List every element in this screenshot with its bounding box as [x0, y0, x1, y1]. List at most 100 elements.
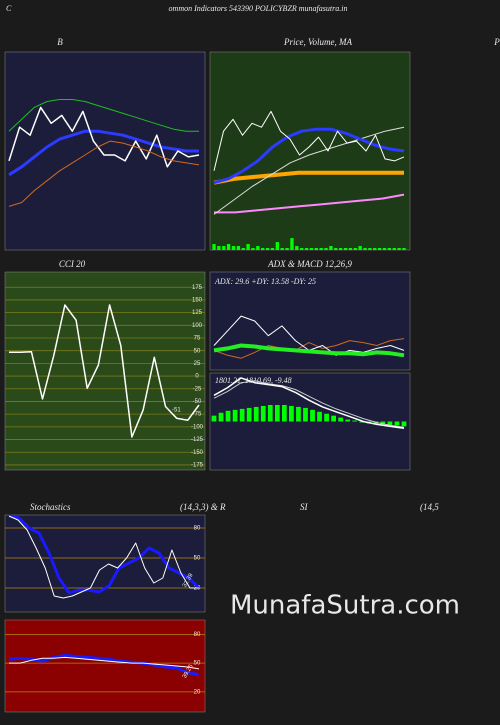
panel-title-right: (14,3,3) & R [180, 502, 226, 512]
bar [392, 248, 396, 250]
bar [373, 248, 377, 250]
panel-subtitle: ADX: 29.6 +DY: 13.58 -DY: 25 [214, 277, 316, 286]
bar [217, 246, 221, 250]
panel [209, 271, 411, 371]
y-tick-label: -100 [191, 424, 204, 430]
y-tick-label: 80 [194, 526, 201, 532]
series-line [8, 515, 199, 599]
series-line [213, 127, 405, 185]
bar [397, 248, 401, 250]
series-line [213, 110, 405, 171]
series-line [214, 193, 405, 214]
panel-title-right: (14,5 [420, 502, 439, 512]
bar [401, 421, 407, 427]
bar [232, 409, 238, 422]
series-line [8, 129, 199, 177]
bar [290, 238, 294, 250]
bar [377, 248, 382, 250]
series-line [213, 343, 405, 358]
series-line [213, 126, 405, 215]
y-tick-label: 50 [194, 348, 201, 354]
bar [310, 409, 315, 422]
bar [275, 242, 279, 250]
y-tick-label: 50 [194, 661, 201, 667]
panel-title: CCI 20 [59, 259, 86, 269]
bar [265, 248, 270, 250]
series-line [8, 106, 200, 168]
y-tick-label: 20 [194, 689, 201, 695]
bar [251, 248, 255, 250]
bar [295, 246, 299, 250]
panel [4, 51, 206, 251]
panel [4, 271, 206, 471]
panel-title: B [57, 37, 63, 47]
y-tick-label: -125 [191, 437, 204, 443]
bar [239, 408, 245, 422]
bar [345, 419, 351, 422]
bar [339, 248, 343, 250]
series-line [213, 380, 405, 428]
panel [209, 51, 411, 251]
watermark: MunafaSutra.com [230, 591, 460, 621]
panel-subtitle: 1801.21, 1810.69, -9.48 [215, 376, 292, 385]
bar [225, 410, 231, 422]
bar [373, 421, 379, 425]
bar [387, 248, 392, 250]
bar [359, 421, 365, 423]
bar [329, 246, 333, 250]
bar [394, 421, 400, 426]
y-tick-label: 75 [194, 336, 201, 342]
series-line [213, 377, 405, 430]
bar [231, 246, 236, 250]
bar [285, 248, 289, 250]
bar [267, 405, 273, 422]
end-label: -51 [172, 408, 181, 414]
bar [317, 411, 322, 422]
bar [324, 413, 329, 422]
y-tick-label: 50 [194, 556, 201, 562]
header-title: ommon Indicators 543390 POLICYBZR munafa… [169, 4, 348, 13]
bar [236, 246, 241, 250]
bar [352, 420, 358, 422]
bar [324, 248, 328, 250]
bar [289, 405, 294, 422]
y-tick-label: -175 [191, 463, 204, 469]
series-line [9, 304, 200, 438]
bar [261, 248, 265, 250]
bar [253, 406, 259, 422]
bar [363, 248, 367, 250]
bar [309, 248, 314, 250]
bar [246, 244, 250, 250]
y-tick-label: 25 [194, 361, 201, 367]
bar [270, 248, 275, 250]
bar [319, 248, 323, 250]
bar [296, 406, 301, 422]
y-tick-label: 100 [192, 323, 203, 329]
bar [358, 246, 362, 250]
bar [260, 405, 266, 422]
y-tick-label: 150 [192, 298, 203, 304]
series-line [9, 656, 200, 670]
bar [402, 248, 406, 250]
bar [218, 412, 224, 422]
panel-title: Stochastics [30, 502, 71, 512]
bar [226, 244, 231, 250]
series-line [8, 140, 200, 207]
y-tick-label: 175 [192, 285, 203, 291]
cut-label: P [493, 37, 500, 47]
bar [222, 246, 226, 250]
bar [380, 421, 386, 425]
bar [348, 248, 353, 250]
y-tick-label: -25 [193, 386, 202, 392]
bar [274, 405, 280, 422]
y-tick-label: -150 [191, 450, 204, 456]
bar [212, 244, 216, 250]
y-tick-label: 0 [195, 374, 199, 380]
panel-title: SI [300, 502, 309, 512]
series-line [8, 99, 199, 132]
panel-title: ADX & MACD 12,26,9 [267, 259, 352, 269]
bar [241, 248, 245, 250]
bar [211, 415, 217, 422]
bar [281, 405, 287, 422]
